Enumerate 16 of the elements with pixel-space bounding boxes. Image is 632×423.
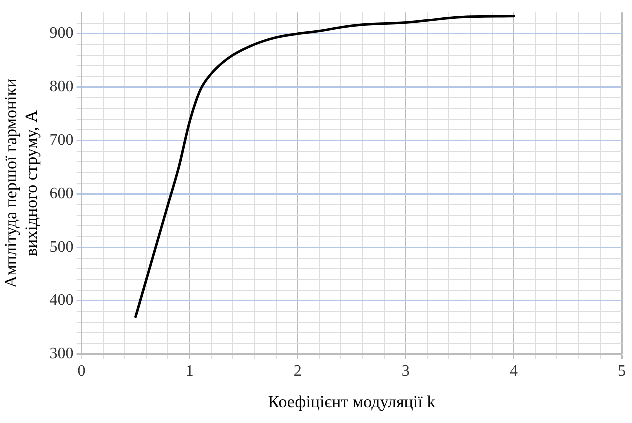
x-axis-title: Коефіцієнт модуляції k: [268, 392, 436, 412]
line-series: [134, 15, 516, 318]
x-tick-label: 5: [618, 363, 626, 380]
y-tick-label: 800: [50, 78, 74, 96]
y-tick-label: 600: [50, 185, 74, 202]
x-tick-label: 2: [294, 363, 302, 380]
y-tick-label: 500: [50, 238, 74, 256]
y-tick-label: 400: [50, 292, 74, 310]
x-tick-label: 3: [402, 363, 410, 380]
y-tick-label: 900: [50, 25, 74, 42]
x-tick-label: 0: [78, 363, 86, 380]
x-tick-label: 4: [510, 363, 518, 380]
x-tick-label: 1: [186, 363, 194, 380]
y-axis-title: Амплітуда першої гармоніки вихідного струму, А: [2, 78, 42, 288]
y-tick-label: 300: [50, 346, 74, 363]
y-tick-label: 700: [50, 132, 74, 149]
